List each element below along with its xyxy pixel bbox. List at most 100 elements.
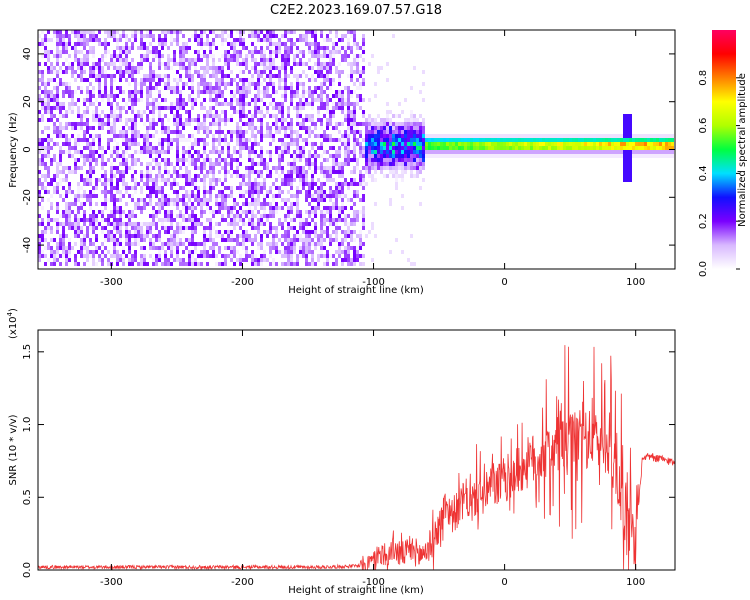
heatmap-cell [347, 246, 350, 250]
heatmap-cell [296, 62, 299, 66]
heatmap-cell [302, 102, 305, 106]
heatmap-cell [254, 222, 257, 226]
heatmap-cell [95, 262, 98, 266]
heatmap-cell [356, 86, 359, 90]
heatmap-cell [80, 246, 83, 250]
heatmap-cell [56, 86, 59, 90]
heatmap-cell [140, 162, 143, 166]
heatmap-cell [230, 114, 233, 118]
heatmap-cell [314, 214, 317, 218]
heatmap-cell [626, 126, 629, 130]
heatmap-cell [308, 194, 311, 198]
heatmap-cell [101, 118, 104, 122]
heatmap-cell [176, 258, 179, 262]
heatmap-cell [281, 198, 284, 202]
heatmap-cell [104, 182, 107, 186]
heatmap-cell [149, 146, 152, 150]
heatmap-cell [284, 118, 287, 122]
heatmap-cell [95, 150, 98, 154]
heatmap-cell [353, 118, 356, 122]
figure-title: C2E2.2023.169.07.57.G18 [270, 3, 442, 18]
heatmap-cell [332, 50, 335, 54]
heatmap-cell [350, 122, 353, 126]
heatmap-cell [227, 206, 230, 210]
heatmap-cell [353, 254, 356, 258]
heatmap-cell [107, 90, 110, 94]
heatmap-cell [86, 198, 89, 202]
heatmap-cell [116, 146, 119, 150]
heatmap-cell [242, 38, 245, 42]
heatmap-cell [233, 106, 236, 110]
heatmap-cell [38, 190, 41, 194]
heatmap-cell [314, 134, 317, 138]
heatmap-cell [227, 238, 230, 242]
heatmap-cell [128, 142, 131, 146]
heatmap-cell [92, 142, 95, 146]
snr-frame [37, 329, 676, 571]
heatmap-cell [107, 62, 110, 66]
heatmap-cell [293, 242, 296, 246]
heatmap-cell [131, 118, 134, 122]
heatmap-cell [332, 190, 335, 194]
heatmap-cell [44, 62, 47, 66]
heatmap-cell [212, 30, 215, 34]
heatmap-cell [38, 158, 41, 162]
heatmap-cell [239, 174, 242, 178]
heatmap-cell [239, 142, 242, 146]
heatmap-cell [224, 114, 227, 118]
heatmap-cell [146, 130, 149, 134]
heatmap-cell [164, 198, 167, 202]
heatmap-cell [353, 54, 356, 58]
heatmap-cell [68, 106, 71, 110]
heatmap-cell [335, 150, 338, 154]
heatmap-cell [146, 98, 149, 102]
heatmap-cell [347, 130, 350, 134]
heatmap-cell [629, 166, 632, 170]
heatmap-cell [299, 226, 302, 230]
heatmap-cell [41, 238, 44, 242]
heatmap-cell [38, 98, 41, 102]
heatmap-cell [389, 162, 392, 166]
heatmap-cell [83, 162, 86, 166]
heatmap-cell [56, 74, 59, 78]
heatmap-cell [224, 194, 227, 198]
heatmap-cell [77, 190, 80, 194]
heatmap-cell [296, 74, 299, 78]
heatmap-cell [56, 50, 59, 54]
heatmap-cell [194, 98, 197, 102]
heatmap-cell [206, 34, 209, 38]
heatmap-cell [254, 226, 257, 230]
heatmap-cell [119, 130, 122, 134]
heatmap-cell [191, 98, 194, 102]
heatmap-cell [455, 154, 458, 158]
heatmap-cell [353, 62, 356, 66]
heatmap-cell [284, 218, 287, 222]
heatmap-cell [83, 102, 86, 106]
heatmap-cell [41, 82, 44, 86]
heatmap-cell [254, 182, 257, 186]
heatmap-cell [140, 222, 143, 226]
heatmap-cell [98, 178, 101, 182]
heatmap-cell [260, 202, 263, 206]
heatmap-cell [305, 178, 308, 182]
heatmap-cell [266, 82, 269, 86]
heatmap-cell [122, 150, 125, 154]
heatmap-cell [323, 170, 326, 174]
heatmap-cell [128, 154, 131, 158]
heatmap-cell [476, 154, 479, 158]
heatmap-cell [308, 66, 311, 70]
heatmap-cell [386, 166, 389, 170]
heatmap-cell [101, 250, 104, 254]
heatmap-cell [299, 158, 302, 162]
heatmap-cell [56, 174, 59, 178]
heatmap-cell [428, 134, 431, 138]
heatmap-cell [128, 210, 131, 214]
heatmap-cell [257, 142, 260, 146]
heatmap-cell [347, 106, 350, 110]
heatmap-cell [296, 210, 299, 214]
heatmap-cell [47, 102, 50, 106]
heatmap-cell [347, 198, 350, 202]
heatmap-cell [83, 34, 86, 38]
heatmap-cell [227, 146, 230, 150]
heatmap-cell [122, 74, 125, 78]
